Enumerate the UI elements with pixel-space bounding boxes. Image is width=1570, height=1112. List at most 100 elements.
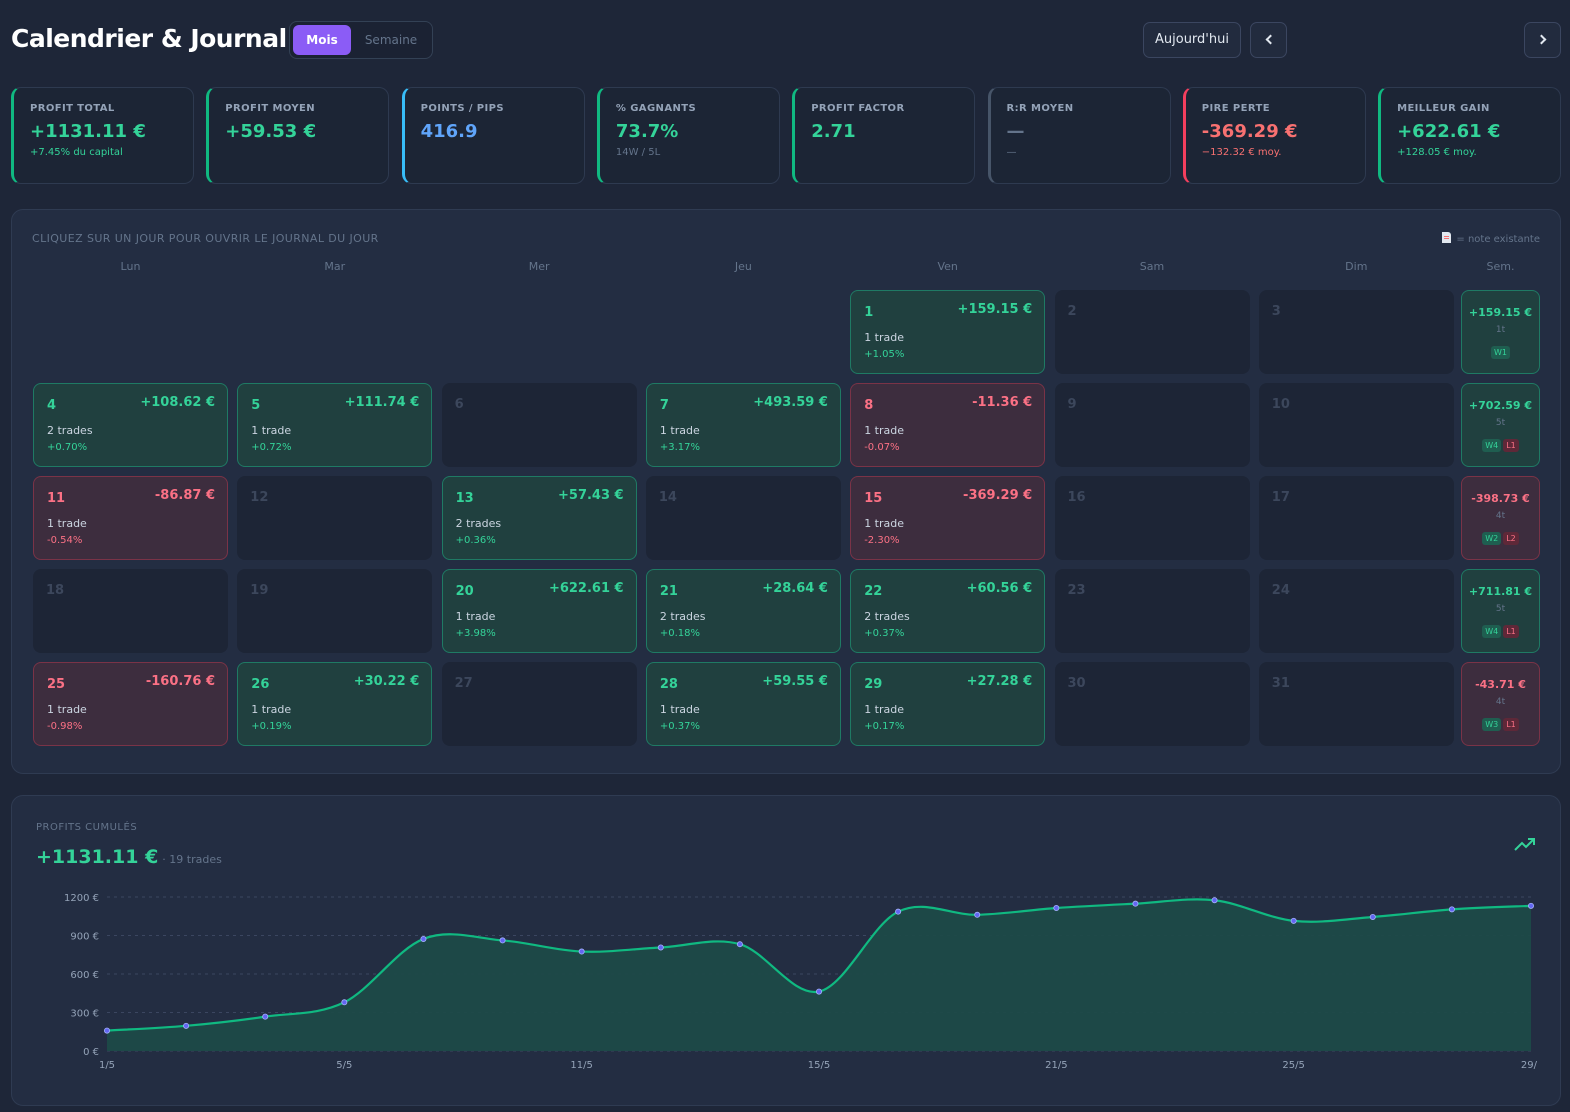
day-trade-count: 1 trade	[47, 517, 87, 530]
calendar-day[interactable]: 27	[441, 662, 637, 746]
day-number: 1	[864, 305, 874, 320]
day-trade-count: 1 trade	[251, 703, 292, 716]
note-icon	[1442, 232, 1452, 243]
week-summary[interactable]: +702.59 € 5t W4 L1	[1461, 383, 1540, 467]
stat-sub: 14W / 5L	[615, 147, 661, 158]
week-trade-count: 4t	[1495, 511, 1506, 521]
calendar-day[interactable]: 18	[33, 569, 228, 653]
stat-label: POINTS / PIPS	[420, 103, 504, 114]
week-pnl: -43.71 €	[1475, 678, 1526, 691]
day-trade-count: 1 trade	[864, 703, 905, 716]
day-percent: +0.72%	[251, 442, 292, 453]
x-tick-label: 1/5	[99, 1060, 115, 1071]
previous-month-button[interactable]	[1250, 22, 1287, 58]
view-month-button[interactable]: Mois	[293, 25, 351, 55]
day-number: 30	[1067, 676, 1086, 691]
week-badges: W4 L1	[1462, 433, 1539, 452]
day-trade-count: 2 trades	[659, 610, 706, 623]
week-summary[interactable]: -398.73 € 4t W2 L2	[1461, 476, 1540, 560]
calendar-day[interactable]: 15 -369.29 € 1 trade -2.30%	[850, 476, 1046, 560]
calendar-day[interactable]: 14	[645, 476, 841, 560]
calendar-day[interactable]: 31	[1258, 662, 1454, 746]
next-month-button[interactable]	[1524, 22, 1561, 58]
day-trade-count: 1 trade	[659, 424, 700, 437]
y-tick-label: 1200 €	[64, 893, 99, 904]
stat-card: % GAGNANTS 73.7% 14W / 5L	[596, 87, 780, 184]
calendar-day[interactable]: 21 +28.64 € 2 trades +0.18%	[645, 569, 841, 653]
data-point	[657, 944, 664, 951]
stat-card: PROFIT MOYEN +59.53 €	[206, 87, 390, 184]
calendar-day[interactable]: 24	[1258, 569, 1454, 653]
day-percent: +0.18%	[659, 628, 701, 639]
day-number: 6	[454, 397, 464, 412]
week-trade-count: 5t	[1495, 604, 1506, 614]
week-summary[interactable]: +711.81 € 5t W4 L1	[1461, 569, 1540, 653]
data-point	[974, 911, 981, 918]
day-number: 25	[47, 677, 66, 692]
stat-value: +622.61 €	[1397, 121, 1501, 142]
calendar-day[interactable]: 7 +493.59 € 1 trade +3.17%	[645, 383, 841, 467]
calendar-day[interactable]: 4 +108.62 € 2 trades +0.70%	[33, 383, 228, 467]
calendar-day[interactable]: 13 +57.43 € 2 trades +0.36%	[441, 476, 637, 560]
calendar-day[interactable]: 25 -160.76 € 1 trade -0.98%	[33, 662, 228, 746]
day-pnl: -11.36 €	[972, 395, 1033, 410]
calendar-legend: = note existante	[1442, 232, 1540, 245]
x-tick-label: 21/5	[1045, 1060, 1067, 1071]
day-trade-count: 1 trade	[864, 331, 905, 344]
x-tick-label: 11/5	[570, 1060, 592, 1071]
calendar-day[interactable]: 20 +622.61 € 1 trade +3.98%	[441, 569, 637, 653]
data-point	[1290, 917, 1297, 924]
week-badges: W4 L1	[1462, 619, 1539, 638]
stat-card: PIRE PERTE -369.29 € −132.32 € moy.	[1182, 87, 1366, 184]
calendar-day[interactable]: 8 -11.36 € 1 trade -0.07%	[850, 383, 1046, 467]
chart-trade-count: · 19 trades	[162, 853, 222, 866]
calendar-day[interactable]: 9	[1054, 383, 1250, 467]
day-pnl: -369.29 €	[963, 488, 1033, 503]
calendar-day[interactable]: 19	[237, 569, 433, 653]
week-summary[interactable]: -43.71 € 4t W3 L1	[1461, 662, 1540, 746]
calendar-day[interactable]: 3	[1258, 290, 1454, 374]
weekday-header: Sam	[1139, 260, 1165, 273]
view-week-button[interactable]: Semaine	[364, 33, 418, 47]
y-tick-label: 900 €	[70, 932, 99, 943]
day-trade-count: 1 trade	[47, 703, 87, 716]
x-tick-label: 29/	[1521, 1060, 1538, 1071]
calendar-day[interactable]: 2	[1054, 290, 1250, 374]
calendar-day[interactable]: 30	[1054, 662, 1250, 746]
calendar-day[interactable]: 6	[441, 383, 637, 467]
day-number: 22	[864, 584, 883, 599]
day-pnl: +57.43 €	[558, 488, 624, 503]
weekday-header: Lun	[120, 260, 141, 273]
calendar-day[interactable]: 12	[237, 476, 433, 560]
y-tick-label: 300 €	[70, 1009, 99, 1020]
day-pnl: +111.74 €	[344, 395, 420, 410]
stat-card: POINTS / PIPS 416.9	[401, 87, 585, 184]
calendar-day[interactable]: 26 +30.22 € 1 trade +0.19%	[237, 662, 433, 746]
day-percent: +0.36%	[455, 535, 496, 546]
week-summary[interactable]: +159.15 € 1t W1	[1461, 290, 1540, 374]
day-percent: +0.37%	[864, 628, 905, 639]
data-point	[895, 908, 902, 915]
calendar-day[interactable]: 11 -86.87 € 1 trade -0.54%	[33, 476, 228, 560]
calendar-day[interactable]: 5 +111.74 € 1 trade +0.72%	[237, 383, 433, 467]
stat-sub: +128.05 € moy.	[1397, 147, 1477, 158]
calendar-day[interactable]: 17	[1258, 476, 1454, 560]
week-badge: L2	[1503, 532, 1519, 545]
calendar-day[interactable]: 16	[1054, 476, 1250, 560]
today-button[interactable]: Aujourd'hui	[1143, 22, 1241, 58]
chart-total: +1131.11 € · 19 trades	[36, 846, 222, 868]
calendar-day[interactable]: 23	[1054, 569, 1250, 653]
chart-label: PROFITS CUMULÉS	[36, 822, 138, 833]
day-percent: +3.17%	[659, 442, 701, 453]
day-number: 17	[1271, 490, 1290, 505]
cumulative-profit-chart: 0 € 300 € 600 € 900 € 1200 € 1/5 5/5 11/5 15/5 21…	[64, 893, 1538, 1071]
data-point	[104, 1027, 111, 1034]
day-percent: +0.37%	[659, 721, 701, 732]
week-badges: W2 L2	[1462, 526, 1539, 545]
week-badge: W4	[1482, 625, 1502, 638]
calendar-day[interactable]: 1 +159.15 € 1 trade +1.05%	[850, 290, 1046, 374]
calendar-day[interactable]: 10	[1258, 383, 1454, 467]
calendar-day[interactable]: 28 +59.55 € 1 trade +0.37%	[645, 662, 841, 746]
calendar-day[interactable]: 29 +27.28 € 1 trade +0.17%	[850, 662, 1046, 746]
calendar-day[interactable]: 22 +60.56 € 2 trades +0.37%	[850, 569, 1046, 653]
